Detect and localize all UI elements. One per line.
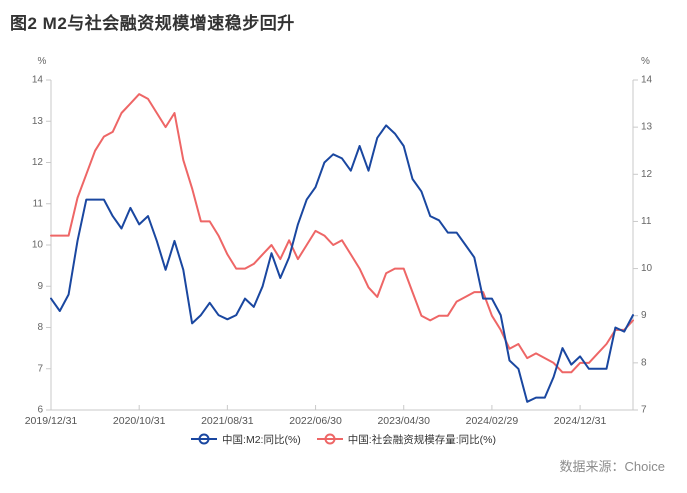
m2-series-line xyxy=(50,124,634,403)
x-axis-tick-label: 2023/04/30 xyxy=(377,415,430,427)
legend-label-m2: 中国:M2:同比(%) xyxy=(222,433,301,446)
left-axis-tick-label: 9 xyxy=(37,281,43,292)
left-axis-tick-label: 13 xyxy=(32,116,44,127)
left-axis-tick-label: 8 xyxy=(37,322,43,333)
tsf-series-line xyxy=(50,93,634,374)
right-axis-tick-label: 12 xyxy=(641,169,653,180)
legend-item-m2[interactable]: 中国:M2:同比(%) xyxy=(191,432,301,447)
left-axis-tick-label: 6 xyxy=(37,405,43,416)
right-axis-tick-label: 8 xyxy=(641,357,647,368)
right-axis-tick-label: 14 xyxy=(641,75,653,86)
x-axis-tick-label: 2022/06/30 xyxy=(289,415,342,427)
left-axis-tick-label: 14 xyxy=(32,75,44,86)
right-axis-tick-label: 10 xyxy=(641,263,653,274)
m2-line-marker-icon xyxy=(191,433,218,445)
x-axis-tick-label: 2019/12/31 xyxy=(25,415,78,427)
right-axis-tick-label: 11 xyxy=(641,216,652,227)
tsf-line-marker-icon xyxy=(316,433,343,445)
line-chart: 6 7 8 9 10 11 12 13 14% 7 8 9 10 11 12 13 14% 2019/12/31 2… xyxy=(25,56,653,427)
x-axis-tick-label: 2024/02/29 xyxy=(466,415,519,427)
right-axis-tick-label: 13 xyxy=(641,122,653,133)
x-axis-tick-label: 2021/08/31 xyxy=(201,415,254,427)
legend-item-tsf[interactable]: 中国:社会融资规模存量:同比(%) xyxy=(316,432,496,447)
chart-legend: 中国:M2:同比(%) 中国:社会融资规模存量:同比(%) xyxy=(0,430,687,448)
right-axis-tick-label: 7 xyxy=(641,405,647,416)
x-axis-tick-label: 2020/10/31 xyxy=(113,415,166,427)
data-source-note: 数据来源：Choice xyxy=(559,459,665,474)
chart-title: 图2 M2与社会融资规模增速稳步回升 xyxy=(10,14,295,33)
left-axis-tick-label: 11 xyxy=(33,198,44,209)
right-axis-tick-label: 9 xyxy=(641,310,647,321)
left-axis-tick-label: 10 xyxy=(32,240,44,251)
x-axis-tick-label: 2024/12/31 xyxy=(554,415,607,427)
left-axis-unit-label: % xyxy=(38,56,47,67)
legend-label-tsf: 中国:社会融资规模存量:同比(%) xyxy=(347,433,496,446)
left-axis-tick-label: 7 xyxy=(37,363,43,374)
right-axis-unit-label: % xyxy=(641,56,650,67)
left-axis-tick-label: 12 xyxy=(32,157,44,168)
